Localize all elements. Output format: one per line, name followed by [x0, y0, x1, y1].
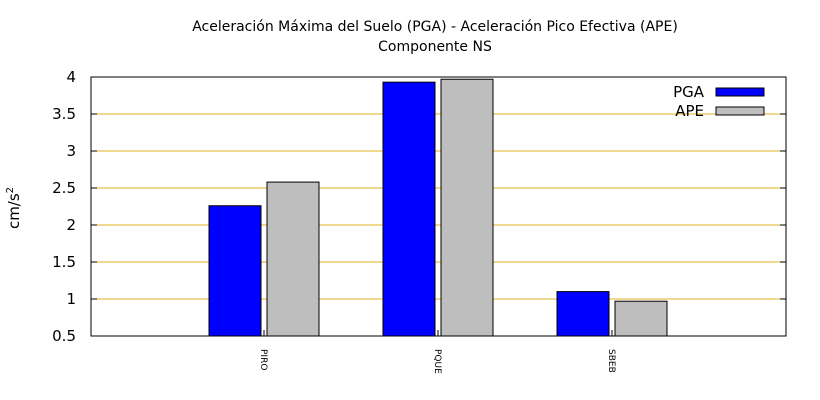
- bar-ape-piro: [266, 181, 320, 337]
- y-axis-label-text: cm/s: [5, 193, 23, 229]
- svg-text:cm/s2: cm/s2: [5, 187, 23, 229]
- chart-title: Aceleración Máxima del Suelo (PGA) - Ace…: [192, 19, 678, 35]
- y-tick-label: 0.5: [52, 327, 76, 345]
- y-tick-label: 1: [66, 290, 76, 308]
- y-axis-label-superscript: 2: [5, 187, 16, 193]
- x-category-label: SBEB: [606, 349, 616, 373]
- grid-lines: [91, 113, 786, 300]
- x-category-label: PIRO: [258, 349, 268, 370]
- legend-label: PGA: [673, 83, 705, 101]
- bar-ape-pque: [440, 78, 494, 337]
- x-axis-categories: PIRO PQUE SBEB: [258, 330, 616, 374]
- legend-label: APE: [675, 102, 704, 120]
- legend-swatch: [715, 106, 765, 116]
- y-tick-label: 3: [66, 142, 76, 160]
- y-tick-label: 2: [66, 216, 76, 234]
- bars-group: [208, 78, 668, 337]
- y-tick-label: 4: [66, 68, 76, 86]
- legend-swatch: [715, 87, 765, 97]
- bar-ape-sbeb: [614, 300, 668, 337]
- bar-pga-pque: [382, 81, 436, 337]
- y-tick-label: 3.5: [52, 105, 76, 123]
- y-axis-ticks: 0.5 1 1.5 2 2.5 3 3.5 4: [52, 68, 786, 345]
- chart-subtitle: Componente NS: [378, 39, 492, 55]
- y-tick-label: 1.5: [52, 253, 76, 271]
- x-category-label: PQUE: [432, 349, 442, 374]
- y-tick-label: 2.5: [52, 179, 76, 197]
- y-axis-label: cm/s2: [5, 187, 23, 229]
- bar-pga-piro: [208, 205, 262, 337]
- bar-pga-sbeb: [556, 291, 610, 337]
